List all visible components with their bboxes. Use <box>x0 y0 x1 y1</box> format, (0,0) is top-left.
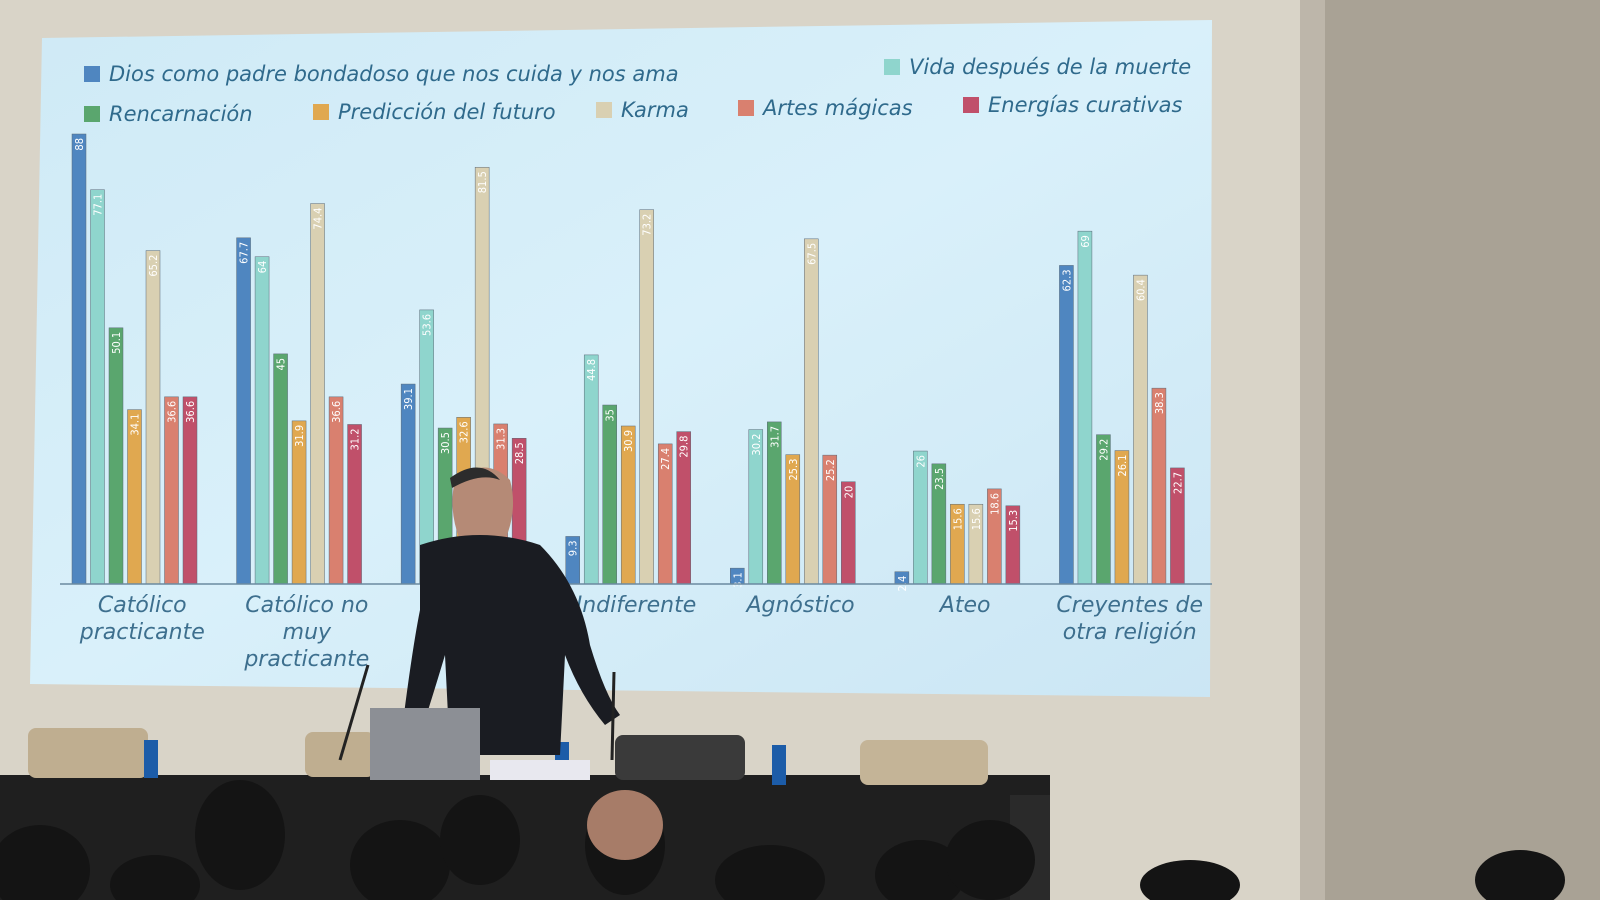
chair <box>860 740 988 785</box>
legend-entry: Artes mágicas <box>738 96 913 120</box>
laptop <box>370 708 480 780</box>
legend-swatch <box>596 102 612 118</box>
audience-head <box>587 790 663 860</box>
bottle <box>772 745 786 785</box>
value-label: 29.2 <box>1097 439 1110 461</box>
legend-swatch <box>963 97 979 113</box>
x-tick-label: Católico practicante <box>79 593 205 645</box>
value-label: 81.5 <box>476 171 489 193</box>
legend-swatch <box>738 100 754 116</box>
legend-entry: Vida después de la muerte <box>884 55 1191 79</box>
x-tick-label: Agnóstico <box>746 593 855 618</box>
legend-label: Artes mágicas <box>763 96 913 120</box>
speaker-body <box>402 535 620 755</box>
value-label: 15.6 <box>951 508 964 530</box>
chair <box>28 728 148 778</box>
legend-entry: Karma <box>596 98 689 122</box>
value-label: 23.5 <box>933 468 946 490</box>
legend-entry: Predicción del futuro <box>313 100 556 124</box>
legend-entry: Dios como padre bondadoso que nos cuida … <box>84 62 679 86</box>
value-label: 15.3 <box>1007 510 1020 532</box>
microphone <box>338 664 370 761</box>
value-label: 30.5 <box>439 432 452 454</box>
value-label: 29.8 <box>678 436 691 458</box>
legend-swatch <box>313 104 329 120</box>
value-label: 35 <box>604 409 617 422</box>
legend-swatch <box>84 66 100 82</box>
value-label: 18.6 <box>988 493 1001 515</box>
value-label: 39.1 <box>402 388 415 410</box>
value-label: 32.6 <box>458 421 471 443</box>
value-label: 69 <box>1079 235 1092 248</box>
value-label: 74.4 <box>312 208 325 230</box>
value-label: 88 <box>73 138 86 151</box>
value-label: 44.8 <box>585 359 598 381</box>
value-label: 65.2 <box>147 255 160 277</box>
value-label: 31.7 <box>768 426 781 448</box>
value-label: 77.1 <box>92 194 105 216</box>
value-label: 45 <box>275 358 288 371</box>
legend-label: Vida después de la muerte <box>909 55 1192 79</box>
value-label: 62.3 <box>1060 269 1073 291</box>
x-tick-label: Ateo <box>939 593 991 618</box>
value-label: 34.1 <box>129 414 142 436</box>
x-tick-label: Creyentes de otra religión <box>1056 593 1203 645</box>
value-label: 9.3 <box>567 540 580 556</box>
chair <box>615 735 745 780</box>
legend-entry: Energías curativas <box>963 93 1182 117</box>
x-tick-label: Católico no muy practicante <box>244 593 370 672</box>
value-label: 64 <box>256 261 269 274</box>
legend-label: Rencarnación <box>109 102 253 126</box>
value-label: 60.4 <box>1134 279 1147 301</box>
legend-label: Predicción del futuro <box>338 100 556 124</box>
legend-swatch <box>884 59 900 75</box>
value-label: 38.3 <box>1153 392 1166 414</box>
value-label: 31.2 <box>349 428 362 450</box>
value-label: 20 <box>842 486 855 499</box>
legend-label: Karma <box>621 98 689 122</box>
value-label: 30.9 <box>622 430 635 452</box>
column <box>1325 0 1600 900</box>
speaker-hair <box>450 467 500 488</box>
value-label: 25.3 <box>787 459 800 481</box>
value-label: 53.6 <box>421 314 434 336</box>
value-label: 67.7 <box>238 242 251 264</box>
value-label: 36.6 <box>166 401 179 423</box>
value-label: 15.6 <box>970 508 983 530</box>
value-label: 27.4 <box>659 448 672 470</box>
value-label: 22.7 <box>1171 472 1184 494</box>
legend-label: Dios como padre bondadoso que nos cuida … <box>109 62 679 86</box>
audience <box>0 780 1565 900</box>
bottle <box>144 740 158 778</box>
value-label: 73.2 <box>641 214 654 236</box>
value-label: 28.5 <box>513 442 526 464</box>
chair <box>305 732 375 777</box>
value-label: 67.5 <box>805 243 818 265</box>
microphone <box>610 671 616 761</box>
value-label: 25.2 <box>824 459 837 481</box>
value-label: 26 <box>914 455 927 468</box>
value-label: 31.3 <box>495 428 508 450</box>
value-label: 36.6 <box>330 401 343 423</box>
value-label: 30.2 <box>750 434 763 456</box>
legend-entry: Rencarnación <box>84 102 253 126</box>
value-label: 50.1 <box>110 332 123 354</box>
name-plate <box>490 760 590 780</box>
value-label: 26.1 <box>1116 455 1129 477</box>
value-label: 31.9 <box>293 425 306 447</box>
speaker-head <box>452 467 514 548</box>
x-tick-label: Indiferente <box>575 593 697 618</box>
value-label: 36.6 <box>184 401 197 423</box>
legend-label: Energías curativas <box>988 93 1183 117</box>
legend-swatch <box>84 106 100 122</box>
